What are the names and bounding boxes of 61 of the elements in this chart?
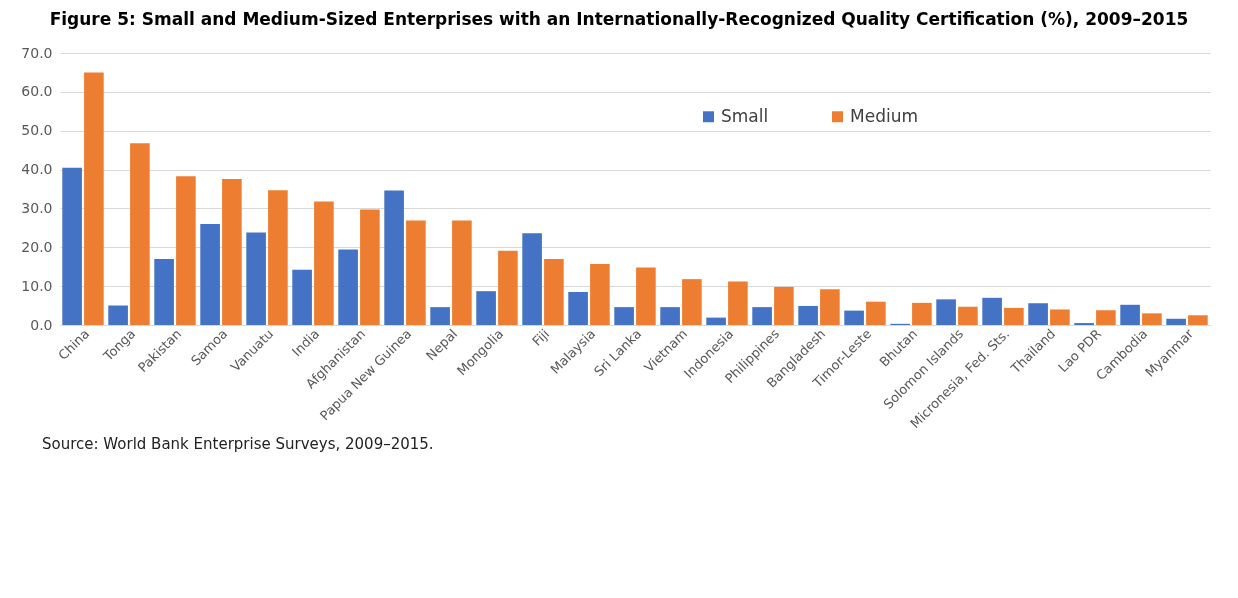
bar — [866, 301, 886, 325]
bar — [798, 305, 818, 325]
bar — [452, 220, 472, 325]
y-tick-label: 0.0 — [30, 316, 53, 333]
bar — [1166, 318, 1186, 325]
bar — [820, 289, 840, 325]
bar — [176, 176, 196, 325]
bar — [200, 223, 220, 325]
chart-title: Figure 5: Small and Medium-Sized Enterprises with an Internationally-Recognized Quality Certification (%), 2009–2015 — [48, 8, 1190, 30]
bar — [1096, 310, 1116, 325]
bar — [912, 302, 932, 325]
bar — [292, 269, 312, 325]
y-tick-label: 40.0 — [21, 161, 53, 178]
legend-label: Small — [721, 105, 769, 126]
y-tick-label: 60.0 — [21, 83, 53, 100]
bar — [844, 310, 864, 325]
bar — [360, 209, 380, 325]
bar — [590, 263, 610, 325]
bar — [1142, 313, 1162, 325]
bar — [108, 305, 128, 325]
bar — [522, 233, 542, 325]
bar — [706, 317, 726, 325]
bar — [154, 258, 174, 325]
bar — [62, 167, 82, 325]
bar — [774, 286, 794, 325]
bar — [246, 232, 266, 325]
bar — [936, 299, 956, 325]
source-note: Source: World Bank Enterprise Surveys, 2009–2015. — [42, 435, 435, 453]
bar — [728, 281, 748, 325]
bar — [636, 267, 656, 325]
y-tick-label: 10.0 — [21, 277, 53, 294]
bar — [614, 307, 634, 325]
bar — [338, 249, 358, 325]
legend-label: Medium — [850, 105, 918, 126]
bar — [958, 306, 978, 325]
y-tick-label: 30.0 — [21, 199, 53, 216]
y-tick-label: 20.0 — [21, 238, 53, 255]
bar — [430, 307, 450, 325]
bar — [1188, 315, 1208, 325]
bar — [660, 307, 680, 325]
bar — [544, 258, 564, 325]
bar — [1004, 307, 1024, 325]
bar — [84, 72, 104, 325]
bar — [1120, 304, 1140, 325]
y-tick-label: 70.0 — [21, 44, 53, 61]
bar — [752, 307, 772, 325]
bar — [1028, 303, 1048, 325]
bar — [568, 291, 588, 325]
bar — [498, 250, 518, 325]
bar — [314, 201, 334, 325]
x-tick-label: Fiji — [529, 326, 553, 349]
bar — [476, 291, 496, 325]
bar — [222, 178, 242, 325]
bar — [682, 279, 702, 325]
bar — [406, 220, 426, 325]
bar — [268, 190, 288, 325]
bar — [384, 190, 404, 325]
y-tick-label: 50.0 — [21, 122, 53, 139]
bar — [1050, 309, 1070, 325]
bar — [130, 143, 150, 325]
bar — [982, 297, 1002, 325]
